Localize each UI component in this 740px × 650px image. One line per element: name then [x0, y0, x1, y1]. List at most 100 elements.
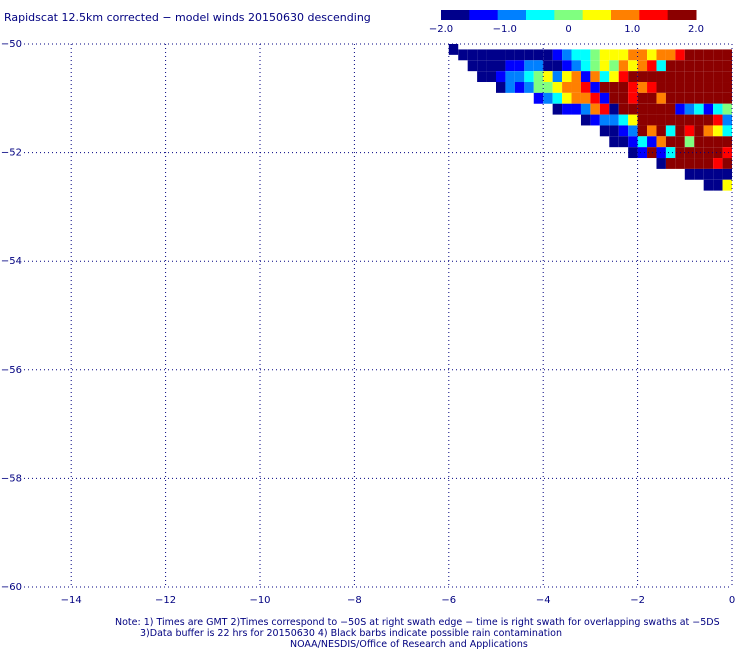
- heatmap-cell: [637, 103, 648, 115]
- heatmap-cell: [543, 92, 553, 104]
- heatmap-cell: [722, 147, 732, 159]
- heatmap-cell: [656, 136, 666, 148]
- x-tick-label: −2: [630, 595, 645, 606]
- heatmap-cell: [580, 114, 591, 126]
- heatmap-cell: [722, 60, 732, 72]
- x-axis-tick-labels: −14 −12 −10 −8 −6 −4 −2 0: [61, 595, 736, 606]
- heatmap-cell: [590, 60, 600, 72]
- heatmap-cell: [694, 82, 704, 93]
- heatmap-cell: [628, 136, 638, 148]
- heatmap-cell: [675, 125, 685, 137]
- grid-lines: [24, 43, 733, 588]
- heatmap-cell: [694, 158, 704, 169]
- heatmap-cell: [694, 136, 704, 148]
- heatmap-cell: [713, 114, 723, 126]
- heatmap-cell: [722, 114, 732, 126]
- heatmap-cell: [590, 49, 600, 61]
- heatmap-cell: [618, 92, 629, 104]
- heatmap-cell: [637, 136, 648, 148]
- heatmap-cell: [618, 136, 629, 148]
- colorbar-tick-label: −2.0: [429, 24, 453, 35]
- heatmap-cell: [675, 114, 685, 126]
- heatmap-cell: [647, 60, 657, 72]
- note-line-3: NOAA/NESDIS/Office of Research and Appli…: [290, 639, 528, 650]
- heatmap-cell: [713, 179, 723, 191]
- colorbar: [441, 10, 697, 20]
- heatmap-cell: [656, 82, 666, 93]
- heatmap-cell: [703, 136, 714, 148]
- heatmap-cell: [628, 125, 638, 137]
- heatmap-cell: [524, 71, 534, 83]
- heatmap-cell: [571, 103, 581, 115]
- heatmap-cell: [543, 49, 553, 61]
- heatmap-cell: [448, 44, 459, 55]
- heatmap-cell: [722, 49, 732, 61]
- y-tick-label: −58: [1, 473, 22, 484]
- x-tick-label: −8: [347, 595, 362, 606]
- heatmap-cell: [628, 82, 638, 93]
- heatmap-cell: [571, 82, 581, 93]
- heatmap-cell: [722, 82, 732, 93]
- heatmap-cell: [656, 71, 666, 83]
- heatmap-cell: [628, 92, 638, 104]
- heatmap-cell: [722, 168, 732, 180]
- heatmap-cell: [713, 147, 723, 159]
- heatmap-cell: [590, 71, 600, 83]
- heatmap-cell: [552, 82, 563, 93]
- heatmap-cell: [694, 49, 704, 61]
- heatmap-cell: [637, 82, 648, 93]
- heatmap-cell: [552, 60, 563, 72]
- heatmap-cell: [656, 49, 666, 61]
- heatmap-cell: [533, 92, 544, 104]
- heatmap-cell: [713, 92, 723, 104]
- colorbar-segment: [554, 10, 584, 20]
- heatmap-cell: [609, 82, 619, 93]
- colorbar-segment: [526, 10, 555, 20]
- heatmap-cell: [647, 136, 657, 148]
- heatmap-cell: [656, 114, 666, 126]
- heatmap-cell: [722, 136, 732, 148]
- heatmap-cell: [514, 49, 525, 61]
- heatmap-cell: [467, 49, 478, 61]
- heatmap-cell: [496, 60, 506, 72]
- heatmap-cell: [637, 114, 648, 126]
- heatmap-cell: [562, 60, 572, 72]
- heatmap-cell: [571, 49, 581, 61]
- heatmap-cell: [703, 49, 714, 61]
- heatmap-cell: [458, 49, 468, 61]
- heatmap-cell: [637, 71, 648, 83]
- heatmap-cell: [477, 71, 487, 83]
- heatmap-cell: [703, 60, 714, 72]
- heatmap-cells: [448, 44, 732, 191]
- heatmap-cell: [656, 60, 666, 72]
- heatmap-cell: [618, 60, 629, 72]
- heatmap-cell: [628, 60, 638, 72]
- heatmap-cell: [599, 49, 610, 61]
- heatmap-cell: [684, 71, 695, 83]
- y-tick-label: −56: [1, 365, 22, 376]
- heatmap-cell: [694, 60, 704, 72]
- heatmap-cell: [722, 92, 732, 104]
- x-tick-label: −6: [441, 595, 456, 606]
- heatmap-cell: [675, 103, 685, 115]
- heatmap-cell: [533, 71, 544, 83]
- colorbar-tick-label: −1.0: [493, 24, 517, 35]
- heatmap-cell: [684, 49, 695, 61]
- heatmap-cell: [609, 60, 619, 72]
- heatmap-cell: [684, 125, 695, 137]
- heatmap-cell: [599, 60, 610, 72]
- x-tick-label: −10: [249, 595, 270, 606]
- heatmap-cell: [684, 92, 695, 104]
- heatmap-cell: [618, 125, 629, 137]
- heatmap-cell: [656, 103, 666, 115]
- heatmap-cell: [590, 114, 600, 126]
- heatmap-cell: [684, 136, 695, 148]
- heatmap-cell: [703, 92, 714, 104]
- heatmap-cell: [590, 103, 600, 115]
- heatmap-cell: [552, 49, 563, 61]
- heatmap-cell: [580, 71, 591, 83]
- note-line-1: Note: 1) Times are GMT 2)Times correspon…: [115, 617, 720, 628]
- heatmap-cell: [713, 168, 723, 180]
- heatmap-cell: [694, 71, 704, 83]
